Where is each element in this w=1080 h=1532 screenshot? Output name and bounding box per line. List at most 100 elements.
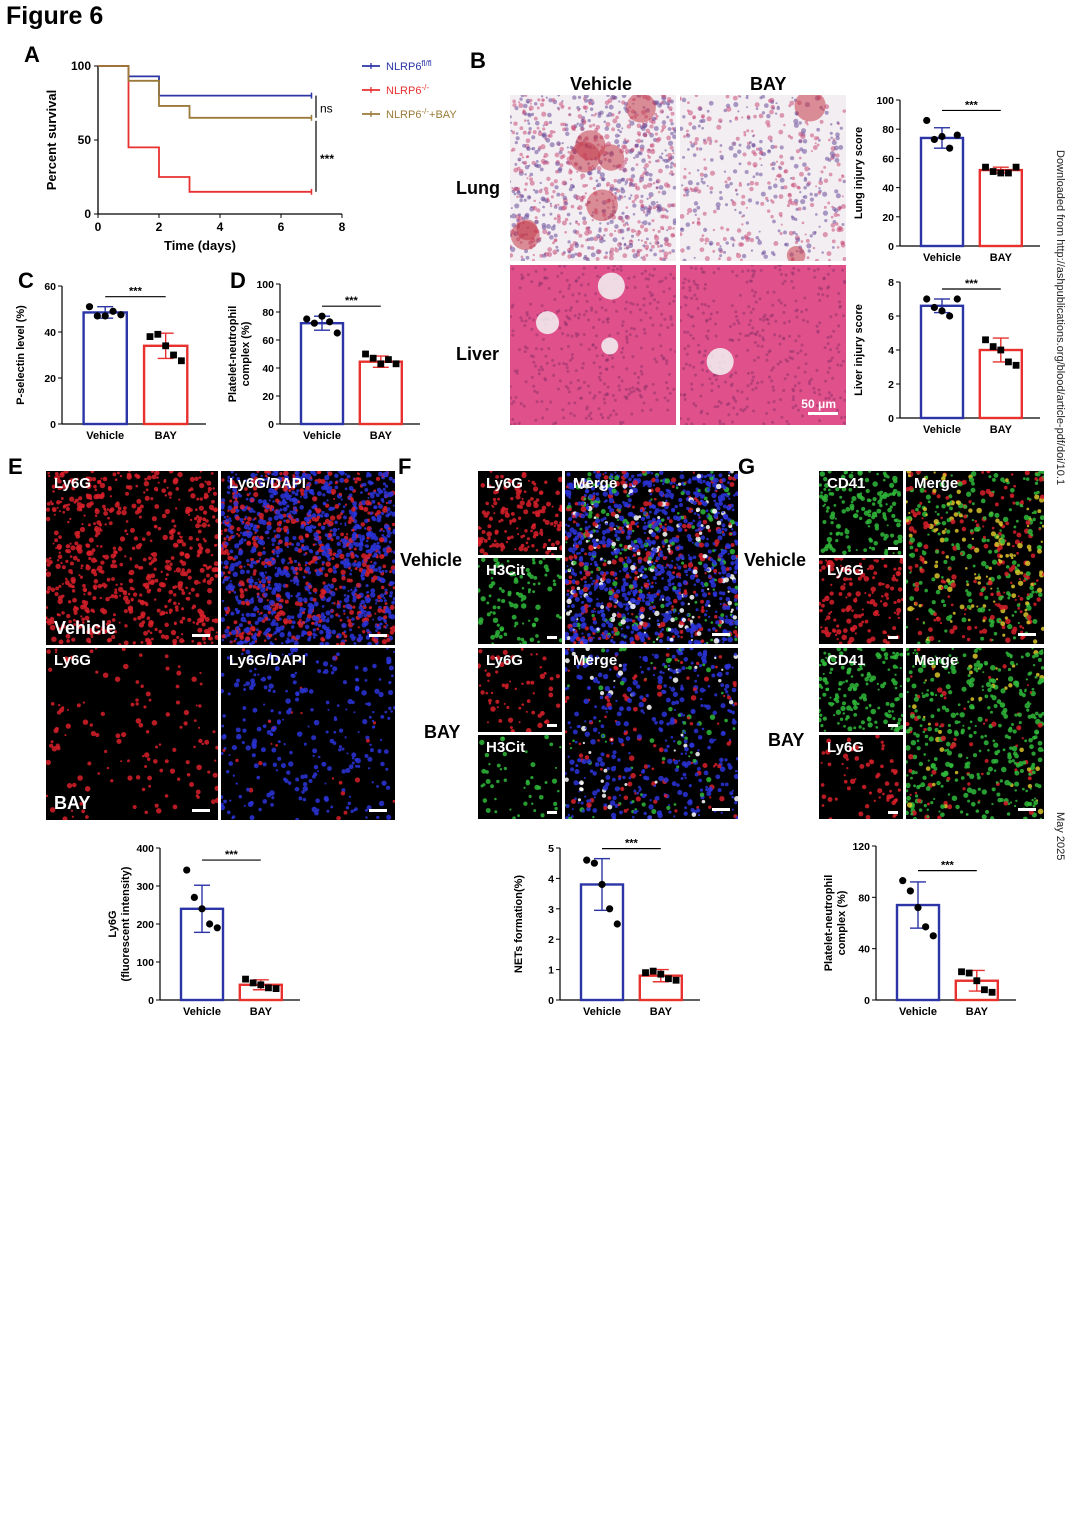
d-point <box>326 318 333 325</box>
e-quant-point <box>198 905 205 912</box>
a-x-tick-label: 0 <box>95 220 102 234</box>
f-quant-y-tick-label: 1 <box>548 965 554 977</box>
c-point <box>117 311 124 318</box>
a-series-line <box>98 66 312 118</box>
b-lung-point <box>1005 170 1012 177</box>
b-liver-point <box>1013 362 1020 369</box>
d-significance-label: *** <box>345 295 359 307</box>
a-x-tick-label: 6 <box>278 220 285 234</box>
d-point <box>303 315 310 322</box>
b-liver-point <box>938 307 945 314</box>
d-y-label-line: complex (%) <box>240 321 252 386</box>
a-ns-label: ns <box>320 101 333 115</box>
f-quant-point <box>673 977 680 984</box>
e-quant-y-tick-label: 200 <box>136 919 154 931</box>
d-point <box>385 356 392 363</box>
e-quant-y-tick-label: 0 <box>148 995 154 1007</box>
b-lung-point <box>946 145 953 152</box>
b-liver-y-label: Liver injury score <box>853 304 865 396</box>
e-quant-point <box>183 866 190 873</box>
f-quant-point <box>591 860 598 867</box>
c-point <box>147 333 154 340</box>
b-lung-y-tick-label: 20 <box>882 212 894 224</box>
b-liver-point <box>997 347 1004 354</box>
e-quant-point <box>214 924 221 931</box>
b-liver-point <box>1005 359 1012 366</box>
d-bar <box>360 362 402 424</box>
g-quant-point <box>981 986 988 993</box>
f-quant-y-tick-label: 3 <box>548 904 554 916</box>
b-liver-point <box>954 295 961 302</box>
c-y-tick-label: 40 <box>44 327 56 339</box>
a-x-tick-label: 8 <box>339 220 346 234</box>
d-x-tick-label: Vehicle <box>303 430 341 442</box>
c-significance-label: *** <box>129 286 143 298</box>
g-quant-y-tick-label: 0 <box>864 995 870 1007</box>
a-y-tick-label: 100 <box>71 59 91 73</box>
g-quant-point <box>922 923 929 930</box>
e-quant-point <box>265 984 272 991</box>
e-quant-point <box>250 980 257 987</box>
b-lung-x-tick-label: Vehicle <box>923 252 961 264</box>
d-point <box>334 329 341 336</box>
c-y-tick-label: 0 <box>50 419 56 431</box>
b-liver-bar <box>921 306 963 418</box>
d-y-tick-label: 100 <box>256 279 274 291</box>
a-y-label: Percent survival <box>44 90 59 190</box>
f-quant-y-tick-label: 4 <box>548 873 554 885</box>
d-y-tick-label: 40 <box>262 363 274 375</box>
f-quant-point <box>657 971 664 978</box>
d-point <box>311 320 318 327</box>
f-quant-y-tick-label: 0 <box>548 995 554 1007</box>
f-quant-y-tick-label: 5 <box>548 843 554 855</box>
c-y-label: P-selectin level (%) <box>15 305 27 405</box>
f-quant-point <box>650 968 657 975</box>
b-lung-bar <box>921 138 963 246</box>
b-lung-point <box>997 170 1004 177</box>
b-lung-bar <box>980 170 1022 246</box>
f-quant-x-tick-label: Vehicle <box>583 1006 621 1018</box>
b-liver-y-tick-label: 4 <box>888 345 894 357</box>
f-quant-point <box>642 969 649 976</box>
e-quant-point <box>206 920 213 927</box>
f-quant-point <box>583 857 590 864</box>
f-quant-point <box>598 881 605 888</box>
d-y-tick-label: 20 <box>262 391 274 403</box>
b-liver-point <box>982 336 989 343</box>
c-x-tick-label: Vehicle <box>86 430 124 442</box>
g-quant-point <box>958 968 965 975</box>
f-quant-point <box>606 905 613 912</box>
a-x-label: Time (days) <box>164 238 236 253</box>
b-lung-y-tick-label: 0 <box>888 241 894 253</box>
f-quant-significance-label: *** <box>625 838 639 850</box>
b-lung-point <box>923 117 930 124</box>
d-point <box>318 313 325 320</box>
d-y-tick-label: 80 <box>262 307 274 319</box>
e-quant-y-label-line: (fluorescent intensity) <box>120 866 132 981</box>
b-liver-point <box>923 295 930 302</box>
f-quant-y-label: NETs formation(%) <box>513 875 525 974</box>
d-point <box>377 360 384 367</box>
e-quant-point <box>273 985 280 992</box>
e-quant-point <box>242 976 249 983</box>
a-significance-label: *** <box>320 152 334 166</box>
a-legend-entry: NLRP6-/- <box>386 83 429 97</box>
g-quant-point <box>989 989 996 996</box>
e-quant-x-tick-label: BAY <box>250 1006 273 1018</box>
b-lung-y-tick-label: 80 <box>882 124 894 136</box>
f-quant-point <box>665 975 672 982</box>
b-liver-significance-label: *** <box>965 278 979 290</box>
c-point <box>170 352 177 359</box>
a-legend-entry: NLRP6fl/fl <box>386 59 432 73</box>
b-lung-y-tick-label: 60 <box>882 153 894 165</box>
b-lung-point <box>990 168 997 175</box>
d-y-tick-label: 60 <box>262 335 274 347</box>
b-lung-y-tick-label: 100 <box>876 95 894 107</box>
e-quant-x-tick-label: Vehicle <box>183 1006 221 1018</box>
d-bar <box>301 323 343 424</box>
b-liver-y-tick-label: 8 <box>888 277 894 289</box>
g-quant-point <box>930 932 937 939</box>
e-quant-significance-label: *** <box>225 849 239 861</box>
b-liver-y-tick-label: 6 <box>888 311 894 323</box>
b-lung-significance-label: *** <box>965 99 979 111</box>
